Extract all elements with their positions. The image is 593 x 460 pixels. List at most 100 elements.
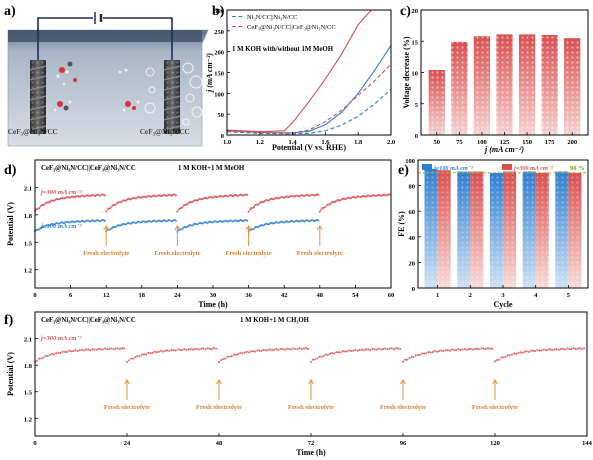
series-point-0 [220,358,223,362]
series-point-0 [491,347,494,350]
series-point-0 [164,349,167,352]
series-point-0 [500,356,503,359]
series-point-0 [202,347,205,350]
series-point-0 [433,350,436,353]
series-point-0 [302,347,305,350]
series-point-0 [547,348,550,351]
series-point-0 [172,349,175,352]
series-point-0 [120,200,123,203]
series-point-0 [517,351,520,355]
series-point-0 [553,348,556,351]
series-point-0 [138,355,141,358]
series-point-0 [418,353,422,356]
panel-label-f: f) [4,313,14,328]
x-axis-label: j (mA cm⁻²) [483,145,524,154]
bar-texture [496,34,513,135]
legend-entry: CeF₃@Ni₃N/CC||CeF₃@Ni₃N/CC [247,24,336,31]
series-point-0 [149,352,152,355]
series-point-0 [457,348,460,351]
series-point-1 [38,228,41,231]
series-point-0 [309,360,313,364]
series-point-0 [264,349,267,352]
y-tick-label: 1.8 [24,213,33,220]
fresh-electrolyte-label: Fresh electrolyte [154,250,200,257]
fresh-electrolyte-label: Fresh electrolyte [288,404,334,411]
series-point-0 [176,348,180,351]
series-point-0 [515,352,518,355]
series-point-0 [544,349,548,352]
gas-bubbles [144,62,203,126]
x-tick-label: 24 [124,440,131,447]
x-tick-label: 150 [522,139,532,146]
x-tick-label: 12 [103,292,110,299]
series-point-0 [326,353,330,356]
x-tick-label: 1.4 [289,139,298,146]
y-tick-label: 40 [409,235,416,242]
series-point-0 [377,347,380,350]
series-point-0 [294,347,297,351]
series-point-0 [331,352,334,355]
electrode-label-left: CeF₃@Ni₃N/CC [8,127,58,136]
x-tick-label: 144 [582,440,593,447]
series-point-0 [307,347,310,351]
series-point-0 [333,352,336,355]
y-tick-label: 10 [412,71,419,78]
series-point-0 [193,347,196,351]
series-point-0 [578,347,581,350]
series-point-0 [285,347,288,350]
fresh-electrolyte-label: Fresh electrolyte [380,404,426,411]
series-point-0 [329,352,332,355]
fresh-electrolyte-label: Fresh electrolyte [472,404,518,411]
series-point-0 [498,358,501,361]
series-point-0 [290,348,293,351]
series-point-0 [566,347,569,350]
series-point-0 [363,349,366,352]
series-point-0 [318,355,321,358]
series-point-0 [114,203,117,206]
plot-b: 0 50 100 150 200 250 300 1.0 1.2 1.4 1.6 1.8 2.0 Ni₃N… [205,8,395,152]
series-point-0 [266,349,269,352]
series-point-0 [551,349,554,352]
series-point-0 [371,347,374,350]
fresh-electrolyte-label: Fresh electrolyte [196,404,242,411]
x-tick-label: 100 [477,139,487,146]
chart-title: CeF₃@Ni₃N/CC||CeF₃@Ni₃N/CC [41,317,136,324]
series-point-0 [455,349,458,352]
series-point-0 [404,358,407,361]
series-point-0 [125,360,129,364]
series-point-0 [237,353,240,356]
y-tick-label: 0 [415,133,418,140]
series-point-0 [181,348,184,352]
series-point-0 [61,350,64,353]
y-tick-label: 100 [214,91,224,98]
chart-title: CeF₃@Ni₃N/CC||CeF₃@Ni₃N/CC [41,165,136,172]
y-tick-label: 0 [412,286,415,293]
series-point-0 [281,347,284,351]
series-point-0 [523,350,526,353]
series-point-0 [572,347,575,350]
series-point-0 [116,347,119,350]
series-point-0 [208,347,211,350]
x-tick-label: 1.6 [321,139,330,146]
y-axis-label: j (mA cm⁻²) [205,53,214,94]
arrow-head [400,379,406,385]
panel-e: e) 1 2 3 4 5 90 % j=100 mA cm⁻² j=300 mA cm⁻² 0 2… [397,158,589,309]
series-point-0 [506,354,509,357]
series-point-0 [226,355,229,358]
y-tick-label: 300 [214,8,224,15]
legend-entry: j=100 mA cm⁻² [433,165,473,172]
bar-texture [428,70,445,135]
series-point-0 [260,349,263,352]
arrow-head [316,225,323,231]
series-point-0 [373,348,376,351]
series-point-0 [549,348,552,351]
series-point-0 [536,348,539,352]
series-point-0 [97,347,100,350]
series-point-0 [410,355,413,358]
series-point-0 [275,348,278,351]
series-point-0 [525,350,528,353]
series-point-0 [382,348,385,351]
tank-water-surface [8,30,202,42]
series-point-0 [180,207,183,210]
series-point-0 [320,355,323,358]
